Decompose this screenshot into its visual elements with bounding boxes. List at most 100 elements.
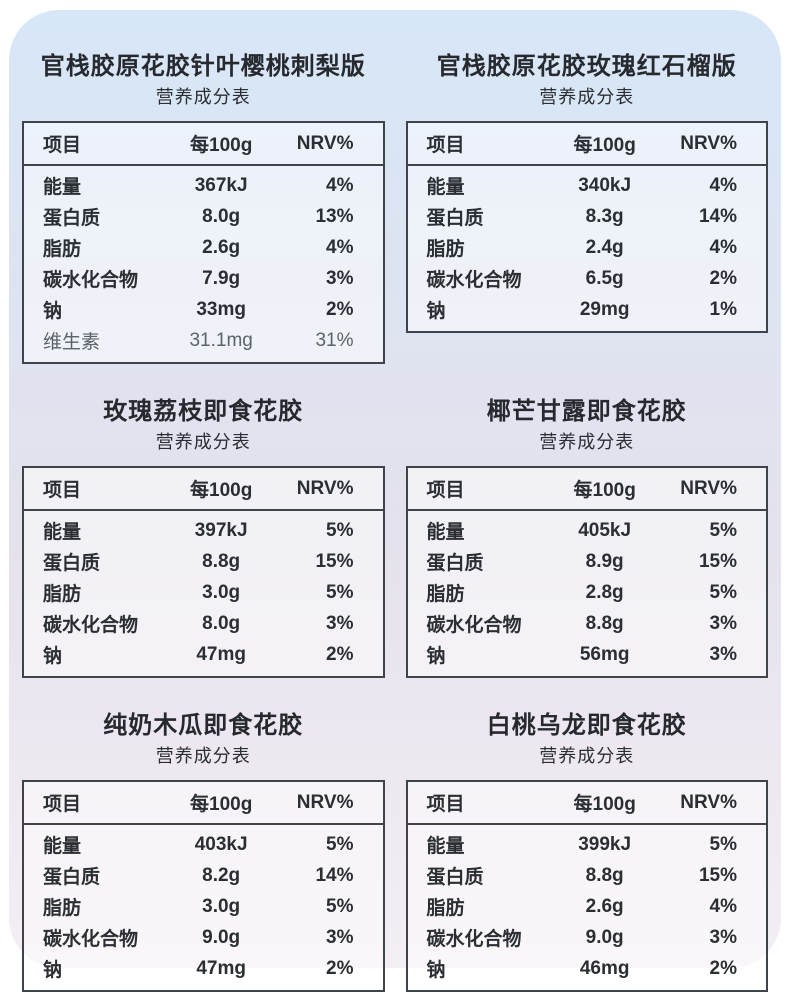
- nutrient-nrv: 2%: [709, 267, 737, 289]
- nutrition-table: 项目 每100g NRV% 能量 403kJ 5% 蛋白质 8.2g 14% 脂…: [22, 780, 385, 992]
- nutrient-name: 碳水化合物: [43, 615, 139, 636]
- nutrient-nrv: 2%: [709, 957, 737, 979]
- table-row: 碳水化合物 9.0g 3%: [408, 922, 767, 953]
- table-subtitle: 营养成分表: [539, 432, 635, 452]
- table-row: 脂肪 2.8g 5%: [408, 577, 767, 608]
- nutrient-name: 能量: [426, 836, 465, 857]
- table-header-row: 项目 每100g NRV%: [407, 123, 766, 166]
- table-row: 碳水化合物 7.9g 3%: [24, 263, 383, 294]
- nutrient-value: 33mg: [196, 298, 246, 320]
- nutrient-nrv: 14%: [315, 864, 354, 886]
- nutrient-value: 2.6g: [202, 236, 241, 258]
- column-header-item: 项目: [426, 135, 465, 156]
- nutrient-value: 3.0g: [202, 895, 241, 917]
- nutrient-name: 蛋白质: [426, 867, 484, 888]
- nutrient-value: 8.9g: [585, 550, 624, 572]
- nutrition-section: 椰芒甘露即食花胶 营养成分表 项目 每100g NRV% 能量 405kJ 5%…: [405, 397, 768, 678]
- table-row: 钠 46mg 2%: [408, 953, 767, 984]
- table-header-row: 项目 每100g NRV%: [24, 468, 383, 511]
- nutrient-value: 8.3g: [585, 205, 624, 227]
- nutrient-name: 蛋白质: [43, 208, 101, 229]
- nutrient-name: 脂肪: [426, 584, 465, 605]
- nutrient-name: 能量: [426, 522, 465, 543]
- product-title: 官栈胶原花胶玫瑰红石榴版: [436, 53, 737, 80]
- table-row: 脂肪 3.0g 5%: [24, 891, 383, 922]
- gradient-card: 官栈胶原花胶针叶樱桃刺梨版 营养成分表 项目 每100g NRV% 能量 367…: [9, 10, 781, 992]
- nutrient-value: 8.8g: [585, 612, 624, 634]
- nutrient-value: 7.9g: [202, 267, 241, 289]
- table-row: 维生素 31.1mg 31%: [24, 325, 383, 356]
- nutrient-name: 能量: [43, 836, 82, 857]
- nutrient-value: 8.8g: [585, 864, 624, 886]
- table-row: 蛋白质 8.2g 14%: [24, 860, 383, 891]
- column-header-nrv: NRV%: [680, 477, 737, 499]
- nutrient-nrv: 3%: [709, 643, 737, 665]
- table-row: 蛋白质 8.8g 15%: [408, 860, 767, 891]
- nutrient-nrv: 14%: [698, 205, 737, 227]
- column-header-item: 项目: [426, 480, 465, 501]
- nutrient-nrv: 5%: [326, 833, 354, 855]
- nutrient-name: 钠: [426, 301, 446, 322]
- nutrient-value: 31.1mg: [189, 329, 253, 351]
- table-subtitle: 营养成分表: [539, 87, 635, 107]
- nutrient-nrv: 5%: [709, 581, 737, 603]
- table-row: 碳水化合物 8.8g 3%: [408, 608, 767, 639]
- table-row: 脂肪 2.4g 4%: [408, 232, 767, 263]
- table-row: 能量 340kJ 4%: [408, 170, 767, 201]
- table-header-row: 项目 每100g NRV%: [407, 468, 766, 511]
- table-row: 钠 47mg 2%: [24, 953, 383, 984]
- table-body: 能量 405kJ 5% 蛋白质 8.9g 15% 脂肪 2.8g 5% 碳水化合…: [408, 511, 767, 676]
- nutrient-name: 蛋白质: [426, 553, 484, 574]
- table-row: 碳水化合物 8.0g 3%: [24, 608, 383, 639]
- nutrition-table: 项目 每100g NRV% 能量 397kJ 5% 蛋白质 8.8g 15% 脂…: [22, 466, 385, 678]
- nutrient-nrv: 4%: [709, 236, 737, 258]
- product-title: 椰芒甘露即食花胶: [486, 398, 687, 425]
- nutrient-name: 脂肪: [43, 898, 82, 919]
- nutrient-name: 蛋白质: [426, 208, 484, 229]
- nutrient-value: 2.4g: [585, 236, 624, 258]
- nutrient-nrv: 4%: [709, 895, 737, 917]
- nutrient-name: 钠: [43, 960, 63, 981]
- table-subtitle: 营养成分表: [539, 746, 635, 766]
- table-header-row: 项目 每100g NRV%: [407, 782, 766, 825]
- table-row: 能量 397kJ 5%: [24, 515, 383, 546]
- nutrition-section: 纯奶木瓜即食花胶 营养成分表 项目 每100g NRV% 能量 403kJ 5%…: [22, 711, 385, 992]
- table-row: 钠 47mg 2%: [24, 639, 383, 670]
- nutrient-name: 能量: [43, 177, 82, 198]
- nutrition-table: 项目 每100g NRV% 能量 340kJ 4% 蛋白质 8.3g 14% 脂…: [405, 121, 768, 333]
- nutrient-value: 47mg: [196, 957, 246, 979]
- nutrient-value: 3.0g: [202, 581, 241, 603]
- table-row: 脂肪 2.6g 4%: [408, 891, 767, 922]
- nutrient-value: 9.0g: [585, 926, 624, 948]
- nutrient-nrv: 15%: [698, 550, 737, 572]
- nutrition-section: 白桃乌龙即食花胶 营养成分表 项目 每100g NRV% 能量 399kJ 5%…: [405, 711, 768, 992]
- table-row: 碳水化合物 6.5g 2%: [408, 263, 767, 294]
- column-header-nrv: NRV%: [296, 477, 354, 499]
- nutrition-section: 官栈胶原花胶针叶樱桃刺梨版 营养成分表 项目 每100g NRV% 能量 367…: [22, 52, 385, 364]
- nutrient-nrv: 5%: [326, 581, 354, 603]
- nutrient-nrv: 5%: [326, 519, 354, 541]
- nutrient-name: 碳水化合物: [43, 270, 139, 291]
- nutrient-name: 蛋白质: [43, 553, 101, 574]
- table-row: 能量 399kJ 5%: [408, 829, 767, 860]
- product-title: 玫瑰荔枝即食花胶: [103, 398, 304, 425]
- nutrient-value: 403kJ: [194, 833, 248, 855]
- table-header-row: 项目 每100g NRV%: [24, 782, 383, 825]
- nutrient-name: 钠: [43, 301, 63, 322]
- column-header-item: 项目: [43, 480, 82, 501]
- nutrient-value: 397kJ: [194, 519, 248, 541]
- nutrient-nrv: 5%: [709, 519, 737, 541]
- nutrient-nrv: 1%: [709, 298, 737, 320]
- nutrient-value: 399kJ: [578, 833, 632, 855]
- nutrient-nrv: 4%: [326, 236, 354, 258]
- nutrient-name: 脂肪: [43, 239, 82, 260]
- column-header-nrv: NRV%: [296, 132, 354, 154]
- column-header-nrv: NRV%: [296, 791, 354, 813]
- product-title: 白桃乌龙即食花胶: [486, 712, 687, 739]
- nutrient-value: 8.2g: [202, 864, 241, 886]
- table-row: 钠 29mg 1%: [408, 294, 767, 325]
- column-header-per100g: 每100g: [190, 480, 253, 501]
- nutrient-name: 碳水化合物: [426, 615, 522, 636]
- table-row: 蛋白质 8.9g 15%: [408, 546, 767, 577]
- table-body: 能量 397kJ 5% 蛋白质 8.8g 15% 脂肪 3.0g 5% 碳水化合…: [24, 511, 383, 676]
